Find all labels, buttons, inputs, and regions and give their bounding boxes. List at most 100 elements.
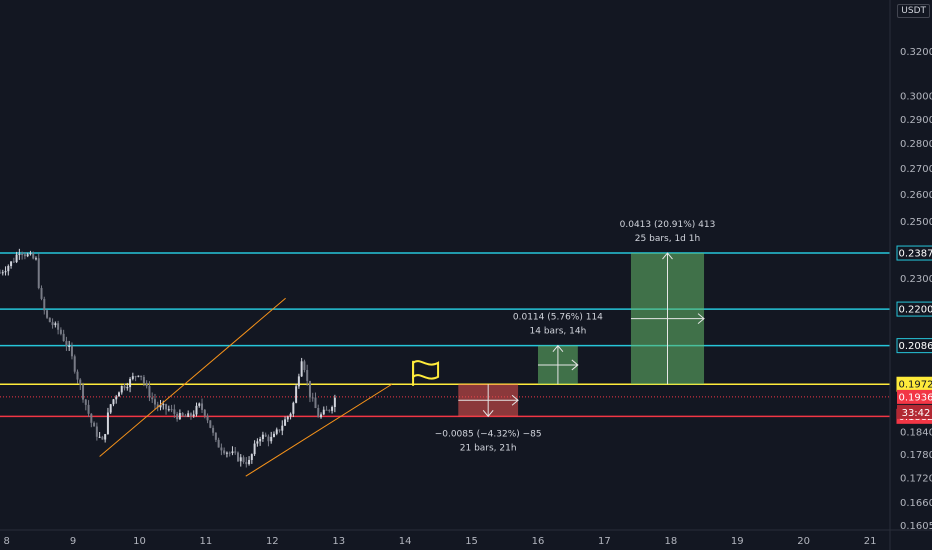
level-badge: [896, 245, 932, 261]
candle-body: [112, 399, 115, 405]
candle-body: [264, 434, 267, 437]
candle-body: [195, 405, 198, 415]
countdown-badge: [897, 404, 932, 419]
current-price-label: 0.1936: [899, 392, 932, 403]
candle-body: [214, 432, 217, 440]
candle-body: [48, 317, 51, 323]
candle-body: [106, 412, 109, 435]
candle-body: [286, 416, 289, 420]
time-tick-label: 9: [70, 536, 76, 547]
candle-body: [167, 409, 170, 411]
candle-body: [34, 258, 37, 260]
horizontal-levels: [0, 252, 890, 418]
time-tick-label: 8: [3, 536, 9, 547]
candle-body: [176, 413, 179, 420]
projection-arrow-head: [511, 394, 519, 406]
candle-body: [184, 415, 187, 417]
candle-body: [123, 385, 126, 389]
price-tick-label: 0.1605: [900, 521, 932, 532]
candle-body: [32, 253, 35, 259]
current-price-badge: [897, 389, 932, 404]
projection-change-label: 0.0413 (20.91%) 413: [620, 220, 716, 230]
candle-body: [29, 253, 32, 255]
trendlines: [99, 297, 393, 477]
candle-body: [314, 397, 317, 409]
candle-body: [54, 323, 57, 326]
candle-body: [12, 261, 15, 263]
candle-body: [253, 443, 256, 455]
projection-bars-label: 14 bars, 14h: [530, 327, 587, 337]
candle-body: [256, 441, 259, 444]
candle-body: [104, 434, 107, 440]
price-axis: 0.3200 0.3000 0.2900 0.2800 0.2700 0.2600 0.25…: [889, 0, 932, 550]
time-tick-label: 10: [133, 536, 146, 547]
candle-body: [84, 399, 87, 405]
price-tick-label: 0.3200: [900, 47, 932, 58]
candle-body: [267, 436, 270, 442]
candle-body: [59, 329, 62, 334]
candle-body: [1, 272, 4, 274]
level-badge-label: 0.2387: [899, 249, 932, 260]
price-tick-label: 0.2700: [900, 164, 932, 175]
candle-body: [300, 361, 303, 377]
channel-trendline: [245, 383, 393, 477]
candle-body: [217, 439, 220, 448]
level-badge-label: 0.2086: [899, 341, 932, 352]
candle-body: [173, 409, 176, 414]
candle-body: [333, 397, 336, 407]
candle-body: [87, 404, 90, 414]
price-tick-label: 0.2500: [900, 217, 932, 228]
price-tick-label: 0.1780: [900, 450, 932, 461]
candle-body: [239, 457, 242, 462]
candle-body: [198, 403, 201, 406]
projection-arrow-head: [552, 344, 564, 352]
channel-trendline: [99, 297, 286, 457]
candle-body: [90, 413, 93, 423]
candle-body: [145, 383, 148, 387]
candle-body: [165, 404, 168, 410]
candle-body: [156, 404, 159, 408]
candle-body: [289, 413, 292, 417]
candle-body: [212, 427, 215, 433]
price-tick-label: 0.1660: [900, 498, 932, 509]
candle-body: [73, 356, 76, 372]
candle-body: [148, 386, 151, 398]
time-tick-label: 14: [399, 536, 412, 547]
time-tick-label: 17: [598, 536, 611, 547]
candle-body: [234, 451, 237, 453]
candle-body: [18, 253, 21, 255]
candle-body: [220, 447, 223, 451]
time-tick-label: 19: [731, 536, 744, 547]
time-tick-label: 13: [332, 536, 345, 547]
candle-body: [223, 450, 226, 454]
candle-body: [43, 298, 46, 311]
price-tick-label: 0.2800: [900, 139, 932, 150]
candle-body: [93, 422, 96, 427]
candle-body: [159, 405, 162, 408]
projection-arrow-head: [482, 410, 494, 418]
candle-body: [320, 414, 323, 418]
candle-body: [225, 452, 228, 454]
candle-body: [126, 387, 129, 389]
time-tick-label: 20: [797, 536, 810, 547]
candle-body: [129, 378, 132, 388]
candle-body: [231, 451, 234, 454]
candle-body: [203, 409, 206, 416]
candle-body: [259, 439, 262, 442]
time-tick-label: 11: [200, 536, 213, 547]
flag-marker: [412, 360, 440, 386]
candle-body: [137, 375, 140, 377]
candle-body: [109, 404, 112, 413]
candle-body: [275, 429, 278, 434]
candle-body: [51, 322, 54, 326]
candle-body: [328, 409, 331, 411]
candle-body: [181, 413, 184, 416]
candle-body: [46, 310, 49, 318]
candle-body: [162, 404, 165, 406]
level-badge: [896, 338, 932, 354]
candle-body: [7, 265, 10, 272]
currency-label[interactable]: USDT: [897, 4, 930, 18]
candle-body: [101, 436, 104, 440]
candle-body: [209, 420, 212, 428]
